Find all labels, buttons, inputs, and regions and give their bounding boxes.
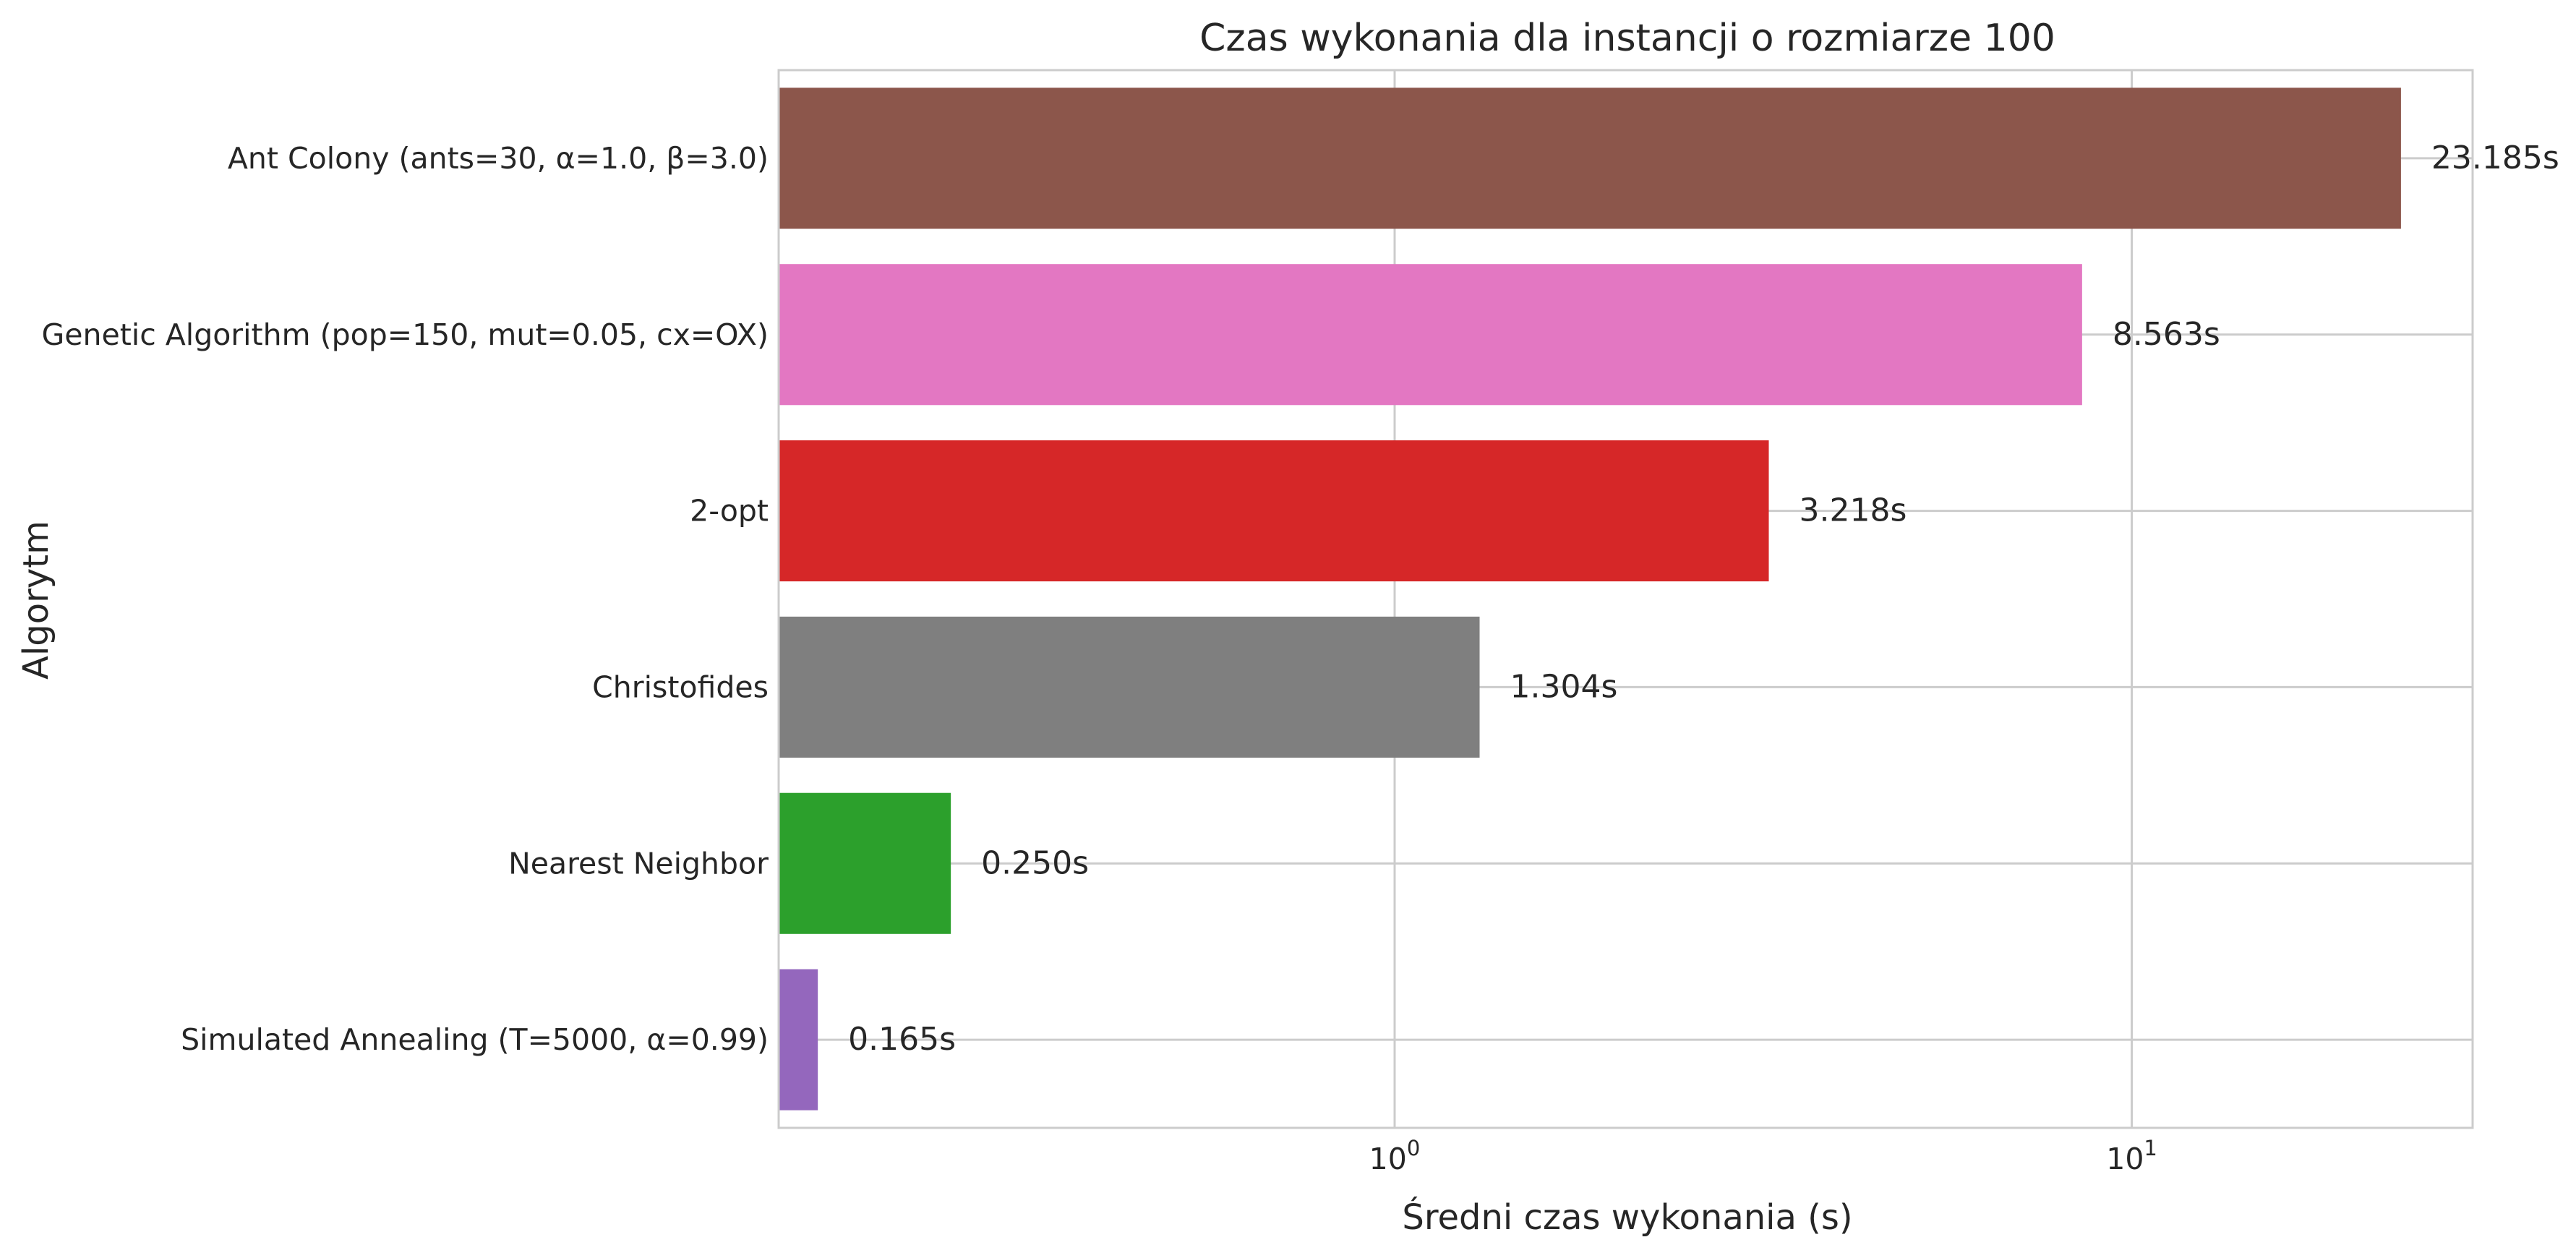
category-label: Nearest Neighbor <box>508 846 769 881</box>
bar <box>779 264 2082 406</box>
x-axis-label: Średni czas wykonania (s) <box>1402 1197 1852 1238</box>
category-label: Christofides <box>592 669 769 704</box>
bar <box>779 969 818 1111</box>
x-ticks: 100 101 <box>1369 1136 2157 1176</box>
chart-title: Czas wykonania dla instancji o rozmiarze… <box>1199 17 2055 60</box>
y-axis-label: Algorytm <box>16 521 56 680</box>
plot-frame <box>777 69 2474 1129</box>
value-label: 23.185s <box>2431 140 2559 176</box>
bar <box>779 616 1480 758</box>
x-tick-label: 100 <box>1369 1136 1421 1176</box>
category-labels: Ant Colony (ants=30, α=1.0, β=3.0) Geneti… <box>42 141 769 1057</box>
value-label: 0.250s <box>981 844 1089 881</box>
category-label: Ant Colony (ants=30, α=1.0, β=3.0) <box>228 141 769 176</box>
category-label: 2-opt <box>690 494 769 529</box>
category-label: Genetic Algorithm (pop=150, mut=0.05, cx… <box>42 317 769 352</box>
value-label: 3.218s <box>1800 492 1907 529</box>
value-label: 8.563s <box>2113 316 2220 353</box>
value-labels: 23.185s 8.563s 3.218s 1.304s 0.250s 0.165s <box>848 140 2559 1058</box>
value-label: 1.304s <box>1510 668 1618 705</box>
bar <box>779 87 2401 229</box>
x-tick-label: 101 <box>2106 1136 2157 1176</box>
bars <box>779 87 2401 1111</box>
value-label: 0.165s <box>848 1021 956 1058</box>
bar <box>779 792 951 934</box>
bar <box>779 440 1769 582</box>
category-label: Simulated Annealing (T=5000, α=0.99) <box>181 1022 769 1057</box>
